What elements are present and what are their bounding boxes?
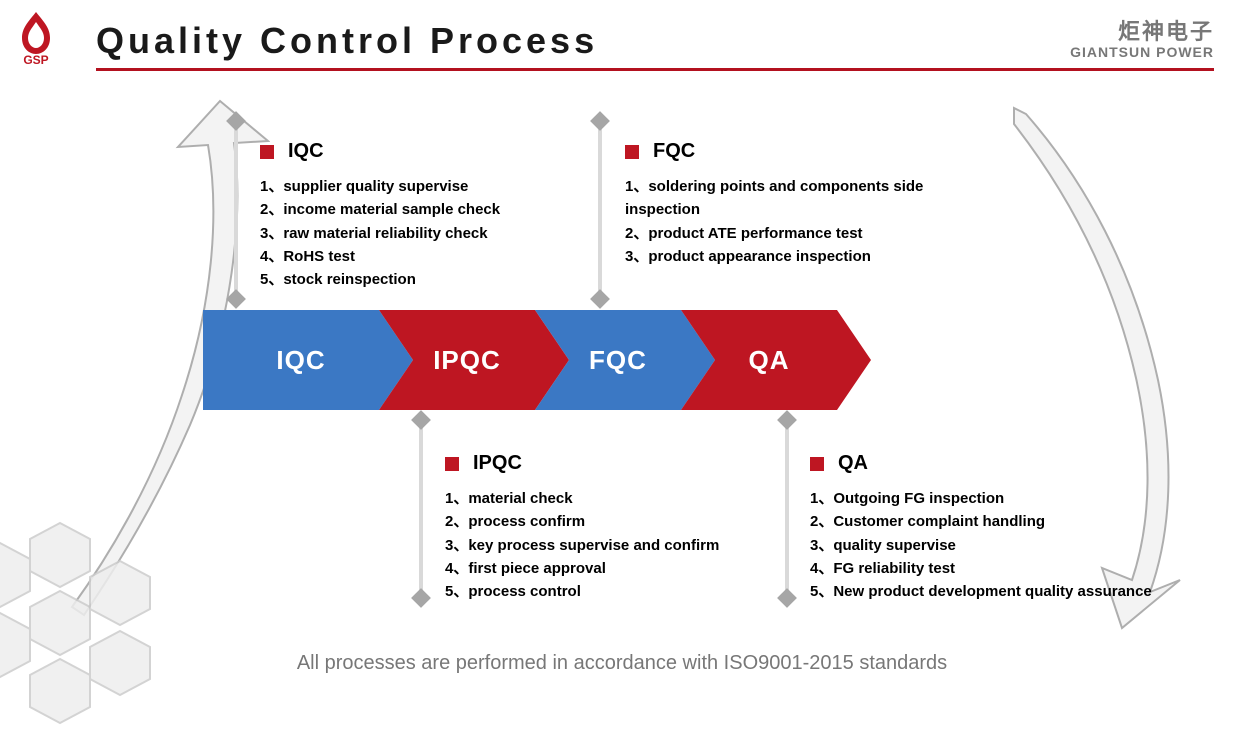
list-item: 5、New product development quality assura… [810,580,1170,603]
block-qa-items: 1、Outgoing FG inspection2、Customer compl… [810,487,1170,603]
block-qa: QA 1、Outgoing FG inspection2、Customer co… [810,452,1170,603]
list-item: 3、quality supervise [810,534,1170,557]
list-item: 5、process control [445,580,775,603]
block-fqc: FQC 1、soldering points and components si… [625,140,985,268]
list-item: 3、raw material reliability check [260,222,590,245]
brand-cn: 炬神电子 [1070,19,1214,44]
connector-fqc [598,121,602,299]
brand-block: 炬神电子 GIANTSUN POWER [1070,19,1214,62]
block-iqc-heading: IQC [260,140,590,163]
block-ipqc-items: 1、material check2、process confirm3、key p… [445,487,775,603]
chevron-label: FQC [589,345,661,376]
brand-en: GIANTSUN POWER [1070,44,1214,60]
header: GSP Quality Control Process 炬神电子 GIANTSU… [0,0,1244,62]
list-item: 1、Outgoing FG inspection [810,487,1170,510]
list-item: 2、Customer complaint handling [810,510,1170,533]
chevron-label: IPQC [433,345,515,376]
chevron-qa: QA [681,310,871,410]
connector-qa [785,420,789,598]
gsp-logo-icon: GSP [10,10,62,66]
block-qa-heading: QA [810,452,1170,475]
list-item: 1、soldering points and components side i… [625,175,985,222]
list-item: 1、material check [445,487,775,510]
block-ipqc: IPQC 1、material check2、process confirm3、… [445,452,775,603]
header-rule [96,68,1214,71]
list-item: 1、supplier quality supervise [260,175,590,198]
list-item: 2、product ATE performance test [625,222,985,245]
hexagon-decoration-icon [0,513,220,733]
page-title: Quality Control Process [96,20,1070,62]
list-item: 3、key process supervise and confirm [445,534,775,557]
list-item: 3、product appearance inspection [625,245,985,268]
block-fqc-heading: FQC [625,140,985,163]
chevron-label: QA [749,345,804,376]
chevron-label: IQC [276,345,339,376]
footer-note: All processes are performed in accordanc… [0,652,1244,675]
list-item: 2、process confirm [445,510,775,533]
connector-ipqc [419,420,423,598]
list-item: 4、RoHS test [260,245,590,268]
block-ipqc-heading: IPQC [445,452,775,475]
block-iqc-items: 1、supplier quality supervise2、income mat… [260,175,590,291]
chevron-row: IQC IPQC FQC QA [203,310,871,410]
list-item: 2、income material sample check [260,198,590,221]
list-item: 4、first piece approval [445,557,775,580]
block-fqc-items: 1、soldering points and components side i… [625,175,985,268]
connector-iqc [234,121,238,299]
logo-text: GSP [23,53,48,66]
list-item: 4、FG reliability test [810,557,1170,580]
block-iqc: IQC 1、supplier quality supervise2、income… [260,140,590,291]
list-item: 5、stock reinspection [260,268,590,291]
